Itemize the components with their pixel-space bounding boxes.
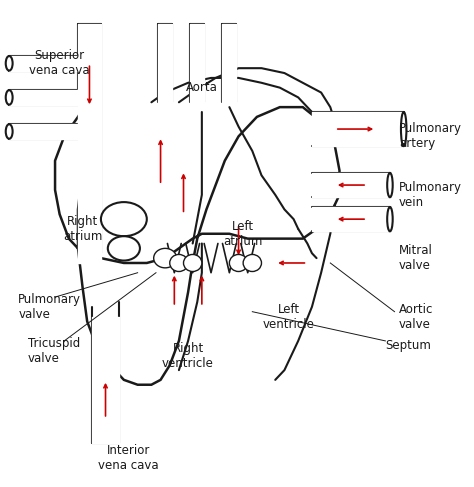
Ellipse shape: [401, 112, 407, 146]
Text: Pulmonary
valve: Pulmonary valve: [18, 293, 82, 321]
Ellipse shape: [6, 124, 13, 139]
Ellipse shape: [387, 207, 392, 231]
Text: Interior
vena cava: Interior vena cava: [98, 444, 159, 472]
Text: Right
ventricle: Right ventricle: [162, 341, 214, 370]
Text: Aortic
valve: Aortic valve: [399, 302, 434, 331]
Ellipse shape: [6, 56, 13, 71]
Text: Tricuspid
valve: Tricuspid valve: [27, 337, 80, 365]
Text: Aorta: Aorta: [186, 81, 218, 94]
Text: Left
atrium: Left atrium: [223, 220, 263, 248]
Ellipse shape: [108, 236, 140, 261]
Text: Mitral
valve: Mitral valve: [399, 244, 433, 272]
Text: Right
atrium: Right atrium: [63, 215, 102, 243]
Text: Pulmonary
vein: Pulmonary vein: [399, 181, 462, 209]
Text: Septum: Septum: [385, 339, 431, 352]
Ellipse shape: [229, 254, 248, 272]
Ellipse shape: [170, 254, 188, 272]
Ellipse shape: [6, 90, 13, 105]
Polygon shape: [55, 102, 339, 385]
Ellipse shape: [243, 254, 262, 272]
Ellipse shape: [101, 202, 147, 236]
Ellipse shape: [387, 173, 392, 197]
Text: Pulmonary
artery: Pulmonary artery: [399, 122, 462, 150]
Text: Superior
vena cava: Superior vena cava: [29, 49, 90, 77]
Ellipse shape: [154, 248, 177, 268]
Ellipse shape: [183, 254, 202, 272]
Text: Left
ventricle: Left ventricle: [263, 302, 315, 331]
